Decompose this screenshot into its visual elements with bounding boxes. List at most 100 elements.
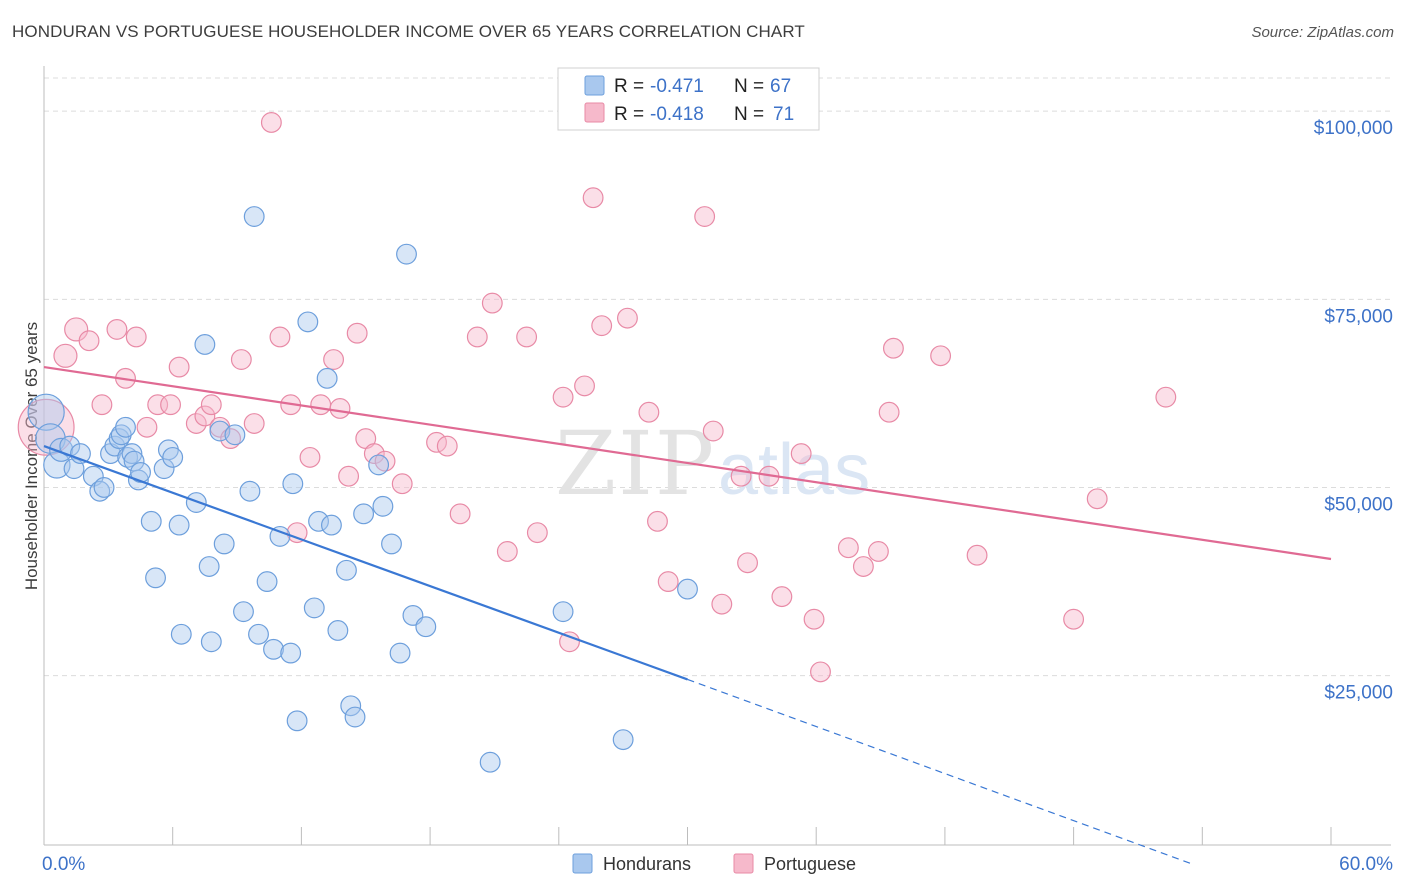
bottom-legend-swatch-portuguese	[733, 853, 754, 874]
portuguese-point-1	[53, 343, 78, 368]
chart-title: HONDURAN VS PORTUGUESE HOUSEHOLDER INCOM…	[12, 22, 805, 41]
trend-lines	[43, 365, 1332, 865]
portuguese-point-3	[78, 330, 100, 352]
hondurans-point-45	[303, 597, 325, 619]
hondurans-point-19	[130, 461, 151, 483]
hondurans-point-41	[280, 642, 302, 664]
y-axis-label: Householder Income Over 65 years	[22, 322, 41, 590]
portuguese-point-13	[194, 405, 216, 427]
hondurans-point-51	[340, 695, 362, 717]
hondurans-point-61	[479, 751, 501, 773]
hondurans-point-56	[381, 533, 402, 555]
portuguese-point-26	[329, 398, 351, 419]
hondurans-point-53	[353, 503, 375, 525]
portuguese-point-34	[436, 435, 458, 457]
legend-n-label-portuguese: N =	[734, 104, 769, 125]
portuguese-point-69	[1155, 386, 1177, 408]
hondurans-point-29	[198, 556, 220, 577]
hondurans-point-49	[327, 620, 349, 641]
portuguese-point-52	[711, 593, 733, 615]
portuguese-point-10	[160, 394, 181, 416]
hondurans-point-60	[415, 616, 437, 638]
hondurans-point-43	[286, 710, 308, 732]
portuguese-point-7	[125, 326, 147, 348]
portuguese-point-11	[168, 356, 190, 378]
portuguese-point-4	[91, 394, 113, 416]
x-tick-labels: 0.0% 60.0%	[42, 854, 1393, 875]
hondurans-point-47	[316, 367, 338, 389]
bottom-legend-label-portuguese: Portuguese	[764, 854, 856, 874]
portuguese-point-18	[243, 413, 265, 434]
portuguese-point-60	[837, 537, 859, 559]
trend-line-hondurans-extension	[687, 678, 1192, 865]
portuguese-point-47	[638, 401, 660, 423]
portuguese-point-50	[694, 206, 716, 227]
watermark: ZIP atlas	[555, 412, 870, 515]
hondurans-point-46	[308, 510, 330, 532]
series-portuguese-points	[17, 112, 1177, 683]
portuguese-point-24	[310, 394, 332, 416]
hondurans-point-52	[344, 706, 366, 728]
portuguese-point-46	[616, 307, 638, 329]
portuguese-point-59	[810, 661, 831, 683]
portuguese-point-54	[737, 552, 758, 574]
gridlines	[44, 77, 1391, 677]
portuguese-point-61	[852, 556, 874, 577]
portuguese-point-63	[878, 401, 900, 423]
portuguese-point-41	[552, 386, 574, 408]
hondurans-point-12	[108, 428, 130, 450]
hondurans-point-37	[248, 623, 269, 645]
series-hondurans-points	[27, 206, 698, 773]
portuguese-point-0	[17, 398, 75, 456]
hondurans-point-27	[185, 492, 207, 513]
portuguese-point-23	[299, 446, 321, 468]
hondurans-point-21	[145, 567, 166, 589]
hondurans-point-28	[194, 334, 216, 355]
hondurans-point-42	[282, 473, 304, 495]
portuguese-point-2	[64, 317, 89, 342]
legend: R = -0.471 N = 67 R = -0.418 N = 71	[557, 67, 820, 131]
hondurans-point-39	[263, 638, 284, 660]
hondurans-point-30	[200, 631, 222, 653]
bottom-legend-swatch-hondurans	[572, 853, 593, 874]
portuguese-point-58	[803, 608, 825, 630]
y-tick-label-1: $50,000	[1324, 494, 1393, 515]
y-tick-labels: $25,000 $50,000 $75,000 $100,000	[1314, 118, 1393, 703]
hondurans-point-25	[168, 514, 190, 536]
y-tick-label-3: $100,000	[1314, 118, 1393, 139]
portuguese-point-27	[338, 465, 360, 487]
portuguese-point-31	[374, 450, 396, 472]
legend-n-value-hondurans: 67	[770, 76, 791, 97]
portuguese-point-33	[426, 431, 447, 453]
hondurans-point-44	[297, 311, 319, 333]
chart-source: Source: ZipAtlas.com	[1251, 24, 1394, 41]
portuguese-point-40	[526, 522, 548, 544]
hondurans-point-58	[396, 243, 417, 265]
hondurans-point-63	[612, 729, 634, 751]
hondurans-point-35	[239, 480, 261, 502]
portuguese-point-44	[582, 187, 604, 209]
trend-line-hondurans	[43, 445, 688, 681]
portuguese-point-45	[591, 315, 613, 337]
hondurans-point-16	[121, 443, 143, 465]
hondurans-point-20	[140, 510, 162, 532]
bottom-legend: Hondurans Portuguese	[572, 853, 856, 874]
y-tick-label-0: $25,000	[1324, 683, 1393, 704]
portuguese-point-68	[1086, 488, 1108, 510]
portuguese-point-51	[702, 420, 724, 442]
portuguese-point-43	[574, 375, 595, 397]
portuguese-point-17	[230, 349, 252, 370]
hondurans-point-50	[336, 559, 357, 581]
hondurans-point-33	[224, 424, 246, 446]
legend-swatch-hondurans	[584, 75, 605, 96]
x-tick-label-1: 60.0%	[1339, 854, 1393, 875]
portuguese-point-32	[391, 473, 413, 495]
hondurans-point-26	[170, 623, 192, 645]
y-tick-label-2: $75,000	[1324, 306, 1393, 327]
legend-n-value-portuguese: 71	[773, 104, 794, 125]
x-tick-label-0: 0.0%	[42, 854, 85, 875]
legend-swatch-portuguese	[584, 102, 605, 123]
portuguese-point-8	[136, 416, 158, 438]
portuguese-point-39	[516, 326, 538, 348]
portuguese-point-36	[466, 326, 488, 348]
